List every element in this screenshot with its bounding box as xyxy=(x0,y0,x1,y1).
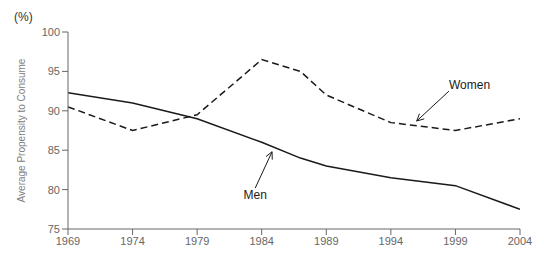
svg-text:Women: Women xyxy=(449,78,490,92)
svg-text:75: 75 xyxy=(48,223,60,235)
svg-text:1994: 1994 xyxy=(379,235,403,247)
svg-text:1979: 1979 xyxy=(185,235,209,247)
svg-text:1999: 1999 xyxy=(443,235,467,247)
svg-text:95: 95 xyxy=(48,65,60,77)
svg-text:1969: 1969 xyxy=(56,235,80,247)
svg-text:Men: Men xyxy=(244,188,267,202)
svg-text:85: 85 xyxy=(48,144,60,156)
svg-text:1989: 1989 xyxy=(314,235,338,247)
svg-text:Average Propensity to Consume: Average Propensity to Consume xyxy=(16,58,27,202)
svg-text:90: 90 xyxy=(48,105,60,117)
svg-text:1974: 1974 xyxy=(120,235,144,247)
svg-text:1984: 1984 xyxy=(249,235,273,247)
svg-text:2004: 2004 xyxy=(508,235,532,247)
svg-text:100: 100 xyxy=(42,26,60,38)
svg-text:80: 80 xyxy=(48,184,60,196)
